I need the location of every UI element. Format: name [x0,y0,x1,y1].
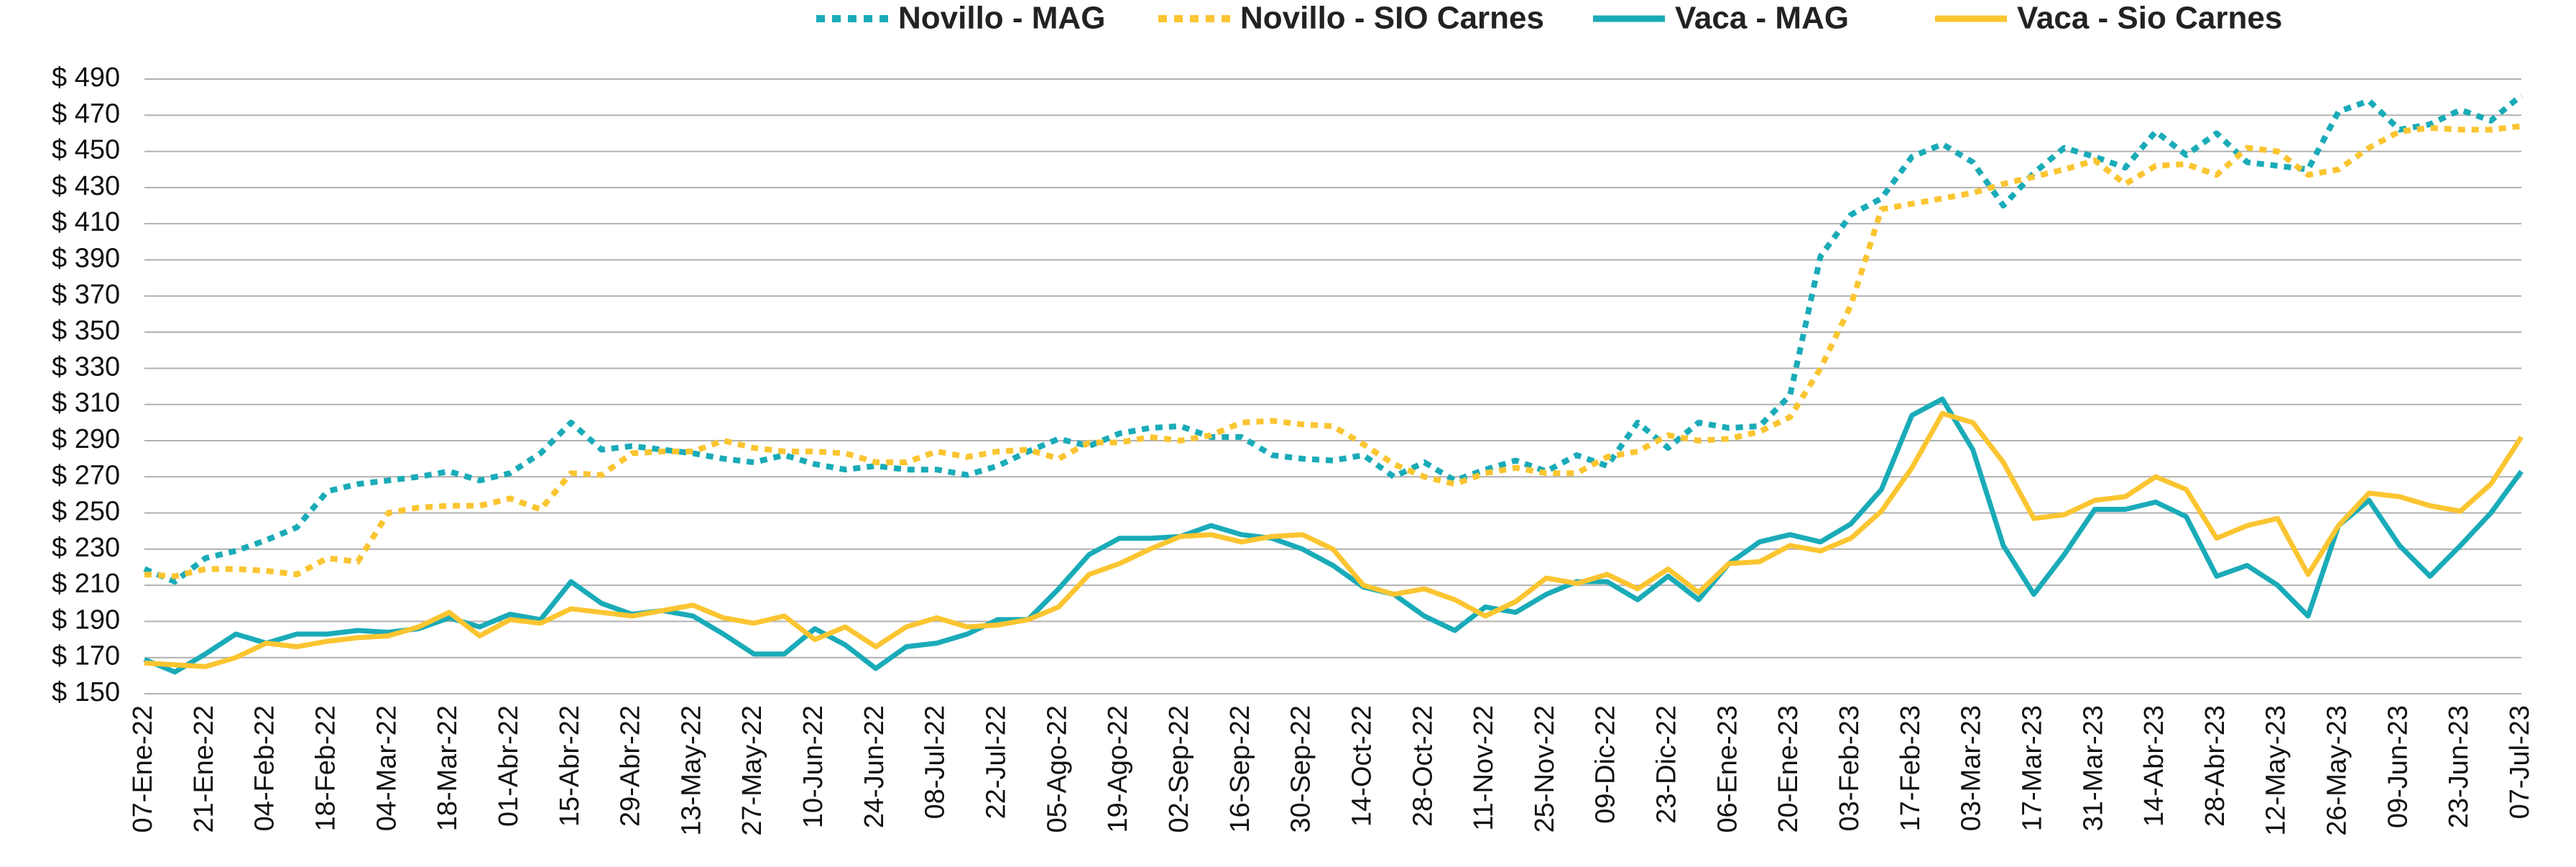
x-tick-label: 03-Mar-23 [1957,705,1987,831]
x-tick-label: 09-Jun-23 [2383,705,2413,828]
x-tick-label: 04-Mar-22 [371,705,402,831]
x-tick-label: 07-Jul-23 [2505,705,2535,819]
y-tick-label: $ 150 [52,677,120,707]
y-tick-label: $ 170 [52,641,120,671]
x-tick-label: 22-Jul-22 [982,705,1012,819]
x-tick-label: 31-Mar-23 [2078,705,2108,831]
x-tick-label: 05-Ago-22 [1042,705,1072,832]
x-tick-label: 01-Abr-22 [494,705,524,827]
y-tick-label: $ 490 [52,63,120,93]
legend-label: Novillo - MAG [898,1,1105,36]
y-tick-label: $ 450 [52,135,120,165]
x-tick-label: 10-Jun-22 [798,705,828,828]
y-tick-label: $ 230 [52,533,120,563]
y-tick-label: $ 250 [52,497,120,527]
x-tick-label: 21-Ene-22 [189,705,219,832]
legend-label: Vaca - MAG [1675,1,1849,36]
x-tick-label: 19-Ago-22 [1103,705,1133,832]
x-tick-label: 04-Feb-22 [250,705,280,831]
y-tick-label: $ 210 [52,569,120,599]
x-tick-label: 23-Dic-22 [1652,705,1682,824]
y-tick-label: $ 310 [52,388,120,418]
x-tick-label: 24-Jun-22 [859,705,890,828]
y-tick-label: $ 350 [52,316,120,346]
y-tick-label: $ 370 [52,280,120,310]
x-tick-label: 25-Nov-22 [1530,705,1560,832]
x-tick-label: 08-Jul-22 [920,705,951,819]
x-tick-label: 14-Oct-22 [1347,705,1377,827]
x-tick-label: 03-Feb-23 [1834,705,1865,831]
x-tick-label: 02-Sep-22 [1164,705,1194,832]
x-tick-label: 12-May-23 [2261,705,2291,836]
x-tick-label: 18-Mar-22 [433,705,463,831]
x-tick-label: 17-Mar-23 [2017,705,2047,831]
y-tick-label: $ 290 [52,424,120,454]
x-tick-label: 16-Sep-22 [1225,705,1255,832]
x-tick-label: 09-Dic-22 [1591,705,1621,824]
x-tick-label: 18-Feb-22 [310,705,341,831]
x-tick-label: 07-Ene-22 [128,705,158,832]
y-tick-label: $ 410 [52,207,120,237]
x-tick-label: 28-Abr-23 [2200,705,2230,827]
x-tick-label: 06-Ene-23 [1712,705,1742,832]
x-tick-label: 15-Abr-22 [555,705,585,827]
series-line [143,396,2524,675]
series-line [144,410,2524,669]
y-tick-label: $ 390 [52,244,120,274]
x-tick-label: 17-Feb-23 [1896,705,1926,831]
x-tick-label: 27-May-22 [737,705,767,836]
x-tick-label: 14-Abr-23 [2139,705,2169,827]
y-tick-label: $ 430 [52,171,120,201]
x-tick-label: 28-Oct-22 [1408,705,1438,827]
y-tick-label: $ 270 [52,460,120,490]
legend-label: Vaca - Sio Carnes [2017,1,2282,36]
x-tick-label: 26-May-23 [2322,705,2353,836]
legend-label: Novillo - SIO Carnes [1240,1,1544,36]
y-tick-label: $ 190 [52,605,120,635]
x-tick-label: 23-Jun-23 [2444,705,2474,828]
x-tick-label: 11-Nov-22 [1469,705,1499,831]
x-tick-label: 20-Ene-23 [1773,705,1804,832]
x-tick-label: 29-Abr-22 [616,705,646,827]
y-tick-label: $ 470 [52,98,120,129]
x-tick-label: 13-May-22 [676,705,706,836]
y-tick-label: $ 330 [52,352,120,382]
x-tick-label: 30-Sep-22 [1286,705,1316,832]
series-line [143,93,2524,585]
